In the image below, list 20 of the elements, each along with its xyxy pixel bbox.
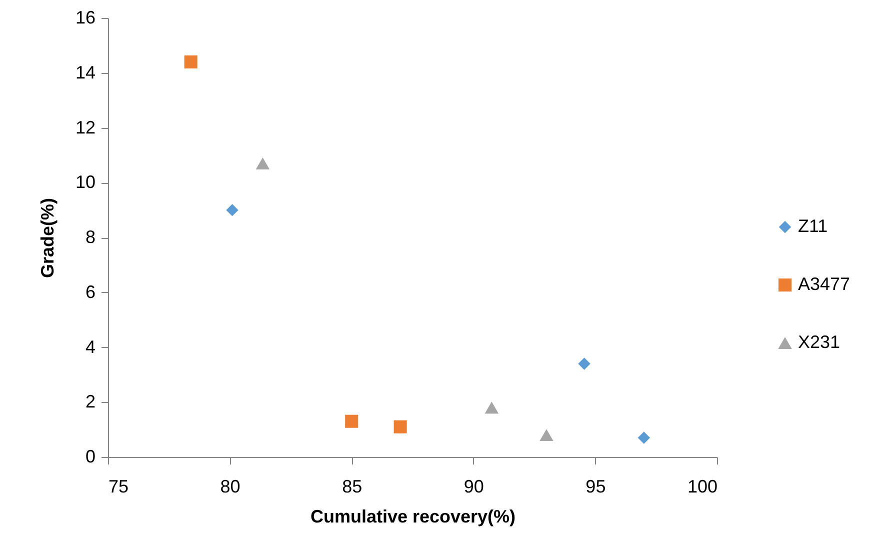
y-tick-label: 4	[85, 336, 96, 357]
x-tick-label: 75	[108, 476, 129, 496]
legend-label: X231	[798, 332, 840, 352]
y-tick-label: 10	[75, 172, 96, 192]
x-tick-label: 100	[687, 476, 718, 496]
y-tick-label: 8	[85, 227, 96, 247]
y-tick-label: 0	[85, 446, 96, 466]
y-tick-label: 14	[75, 62, 96, 82]
x-tick-label: 90	[464, 476, 484, 496]
y-tick-label: 12	[75, 117, 96, 138]
x-axis-title: Cumulative recovery(%)	[310, 506, 516, 526]
y-tick-label: 16	[75, 8, 96, 28]
legend-label: A3477	[798, 274, 850, 294]
y-tick-label: 2	[85, 392, 96, 412]
legend-label: Z11	[798, 216, 828, 236]
x-tick-label: 95	[586, 476, 606, 496]
y-tick-label: 6	[85, 282, 96, 302]
y-axis-title: Grade(%)	[37, 198, 58, 278]
x-tick-label: 80	[220, 476, 240, 496]
x-tick-label: 85	[342, 476, 362, 496]
